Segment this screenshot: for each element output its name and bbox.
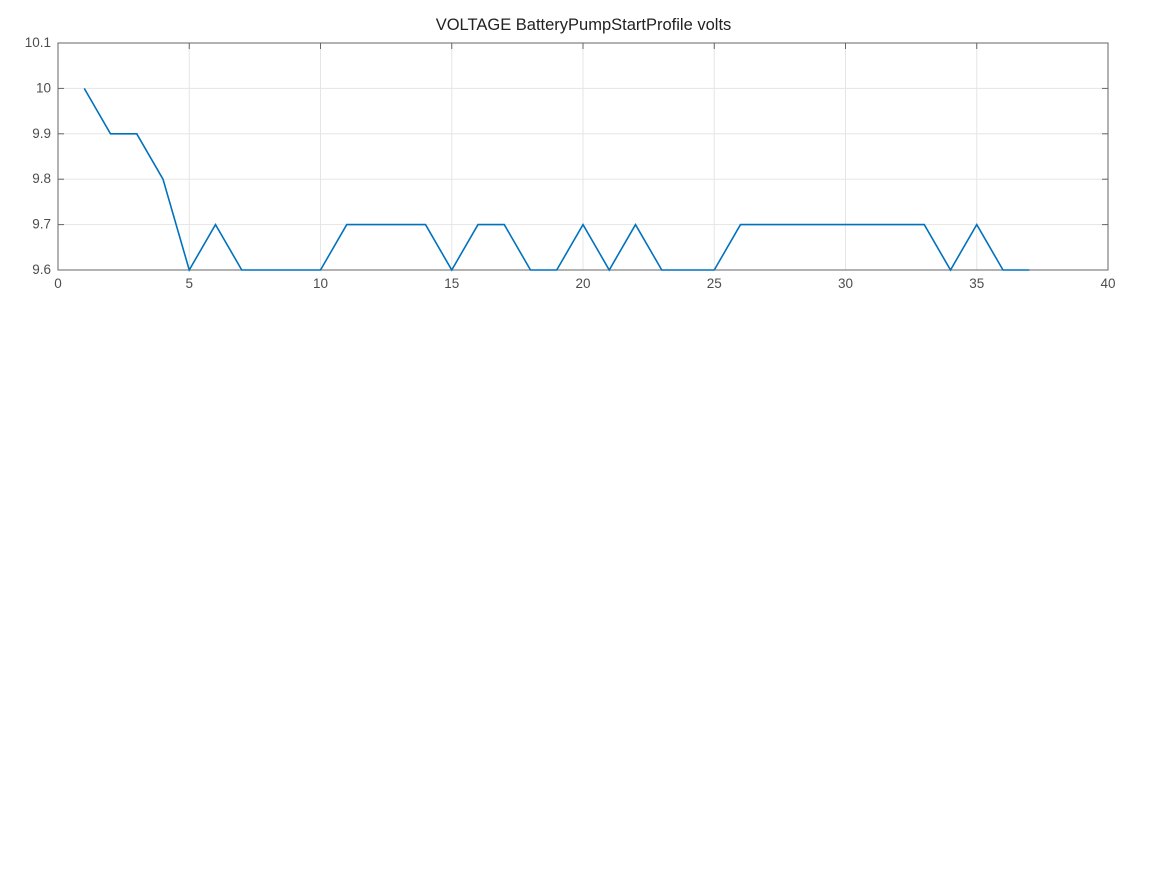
- svg-text:5: 5: [185, 276, 193, 291]
- svg-text:25: 25: [707, 276, 722, 291]
- svg-text:9.8: 9.8: [32, 171, 51, 186]
- svg-text:35: 35: [969, 276, 984, 291]
- svg-text:9.9: 9.9: [32, 126, 51, 141]
- svg-text:10: 10: [36, 80, 51, 95]
- svg-text:40: 40: [1100, 276, 1115, 291]
- svg-text:30: 30: [838, 276, 853, 291]
- svg-text:10: 10: [313, 276, 328, 291]
- svg-text:20: 20: [575, 276, 590, 291]
- svg-text:9.6: 9.6: [32, 262, 51, 277]
- svg-text:15: 15: [444, 276, 459, 291]
- svg-text:9.7: 9.7: [32, 217, 51, 232]
- svg-text:10.1: 10.1: [25, 35, 51, 50]
- svg-text:0: 0: [54, 276, 62, 291]
